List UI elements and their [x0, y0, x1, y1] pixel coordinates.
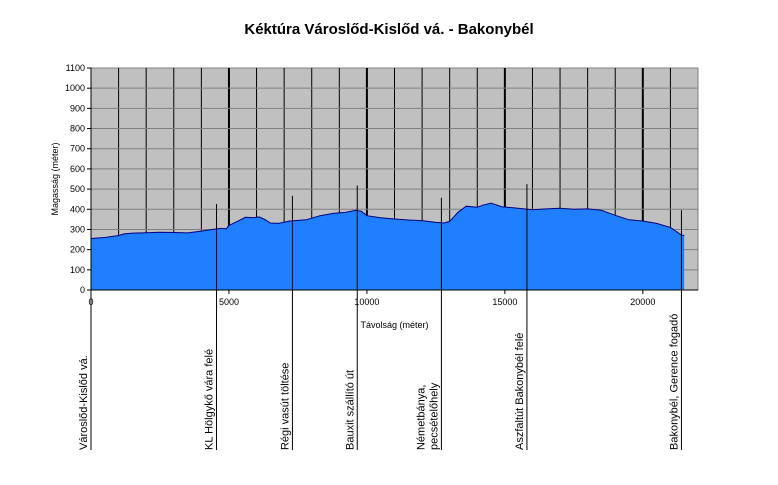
y-tick-label: 700 — [70, 144, 85, 154]
waypoint-label: Városlőd-Kislőd vá. — [78, 355, 90, 450]
waypoint-labels: Városlőd-Kislőd vá. KL Hölgykő vára felé R… — [78, 184, 682, 450]
x-tick-label: 15000 — [492, 297, 517, 307]
waypoint-label: Németbánya, — [415, 385, 427, 450]
x-tick-label: 10000 — [354, 297, 379, 307]
y-tick-label: 400 — [70, 204, 85, 214]
y-tick-label: 300 — [70, 224, 85, 234]
waypoint-label: Bakonybél, Gerence fogadó — [668, 314, 680, 450]
waypoint-label: KL Hölgykő vára felé — [204, 349, 216, 450]
waypoint-label: Bauxit szállító út — [344, 370, 356, 450]
y-tick-label: 100 — [70, 265, 85, 275]
plot-area: 0100200300400500600700800900100011000500… — [50, 63, 699, 330]
x-tick-label: 5000 — [219, 297, 239, 307]
chart-title: Kéktúra Városlőd-Kislőd vá. - Bakonybél — [244, 21, 533, 38]
elevation-line — [90, 202, 685, 239]
y-tick-label: 0 — [80, 285, 85, 295]
x-tick-label: 20000 — [630, 297, 655, 307]
y-tick-label: 1100 — [66, 63, 85, 73]
y-axis-label: Magasság (méter) — [50, 142, 60, 215]
y-tick-label: 600 — [70, 164, 85, 174]
y-tick-label: 800 — [70, 124, 85, 134]
y-tick-label: 900 — [70, 103, 85, 113]
y-tick-label: 200 — [70, 245, 85, 255]
x-axis-label: Távolság (méter) — [360, 320, 428, 330]
waypoint-label: Régi vasút töltése — [279, 363, 291, 450]
waypoint-label: Aszfaltút Bakonybél felé — [514, 333, 526, 450]
elevation-area — [91, 203, 685, 290]
waypoint-label: pecsételőhely — [428, 382, 440, 450]
y-tick-label: 500 — [70, 184, 85, 194]
y-tick-label: 1000 — [65, 83, 85, 93]
